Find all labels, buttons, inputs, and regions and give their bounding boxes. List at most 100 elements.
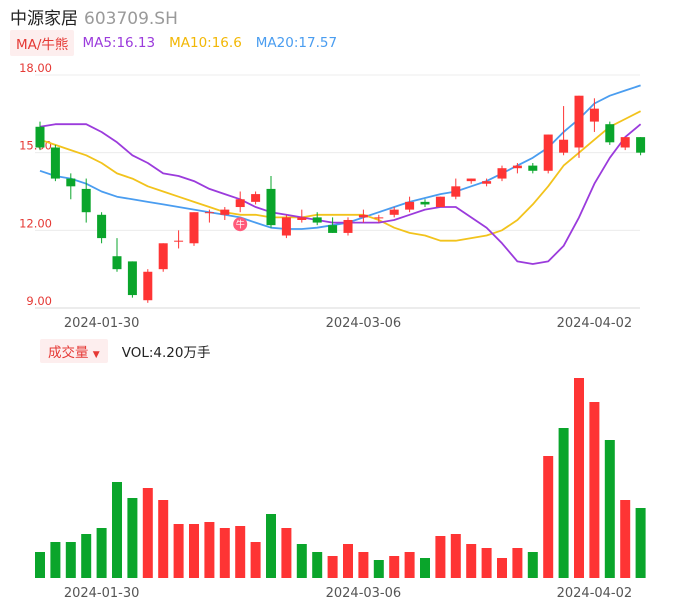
bull-marker-icon [233, 217, 248, 232]
candle-body [251, 194, 261, 202]
y-tick-label: 12.00 [19, 216, 52, 230]
volume-x-tick-label: 2024-04-02 [557, 586, 633, 601]
ma20-line [39, 84, 641, 230]
volume-value: VOL:4.20万手 [121, 345, 211, 361]
ma-legend: MA/牛熊 MA5:16.13 MA10:16.6 MA20:17.57 [10, 30, 338, 56]
candle-body [405, 201, 415, 210]
candle-body [328, 225, 338, 233]
volume-bar [435, 536, 446, 578]
volume-bar [296, 544, 307, 578]
ma-bull-bear-tag[interactable]: MA/牛熊 [10, 30, 75, 56]
volume-bar [589, 402, 600, 578]
volume-bar [604, 440, 615, 578]
candle-body [35, 126, 45, 148]
volume-bar [266, 514, 276, 578]
candle-body [220, 209, 230, 215]
candle-body [435, 196, 445, 208]
candle-body [127, 261, 137, 296]
candle-body [574, 95, 584, 148]
candle-body [174, 240, 184, 242]
volume-bar [250, 542, 261, 578]
candle-body [281, 217, 291, 236]
volume-bar [404, 552, 415, 578]
candle-body [81, 188, 91, 213]
volume-bar [96, 528, 107, 578]
volume-bar [127, 498, 138, 578]
volume-bar [543, 456, 554, 578]
volume-bar [420, 558, 430, 578]
volume-legend: 成交量 ▼ VOL:4.20万手 [40, 339, 211, 363]
candle-body [512, 165, 522, 169]
candle-body [343, 219, 353, 233]
volume-bar [574, 378, 584, 578]
candle-body [559, 139, 569, 153]
volume-bar [466, 544, 477, 578]
ma10-line [39, 110, 642, 242]
volume-bar [50, 542, 61, 578]
candle-body [543, 134, 553, 171]
stock-code: 603709.SH [84, 9, 178, 29]
y-tick-label: 18.00 [19, 61, 52, 75]
volume-bar [35, 552, 45, 578]
volume-bar [312, 552, 323, 578]
candle-body [297, 217, 307, 220]
stock-name: 中源家居 [10, 9, 78, 29]
x-tick-label: 2024-03-06 [326, 316, 402, 331]
volume-tag-label: 成交量 [48, 345, 89, 361]
volume-bar [389, 556, 400, 578]
ma10-label: MA10:16.6 [169, 35, 242, 51]
volume-bar [158, 500, 169, 578]
candle-body [189, 212, 199, 244]
candle-body [389, 209, 399, 215]
volume-bar [65, 542, 76, 578]
candle-body [420, 201, 430, 205]
candle-body [266, 188, 276, 226]
volume-x-tick-label: 2024-03-06 [326, 586, 402, 601]
candle-body [482, 181, 492, 184]
volume-bar [373, 560, 384, 578]
volume-bar [620, 500, 631, 578]
candle-body [204, 212, 214, 214]
volume-bar [450, 534, 461, 578]
volume-bar [189, 524, 199, 578]
candle-body [636, 137, 646, 153]
candle-body [235, 199, 245, 208]
candle-body [528, 165, 538, 171]
candle-body [589, 108, 599, 122]
candle-body [50, 147, 60, 179]
stock-title: 中源家居 603709.SH [10, 4, 178, 29]
candle-body [66, 178, 76, 187]
volume-bar [512, 548, 523, 578]
volume-bar [558, 428, 569, 578]
candle-body [112, 256, 122, 270]
volume-bar [497, 558, 507, 578]
candle-body [497, 168, 507, 179]
volume-bar [204, 522, 215, 578]
candle-body [466, 178, 476, 182]
candle-body [451, 186, 461, 197]
candle-body [620, 137, 630, 148]
volume-bar [343, 544, 353, 578]
volume-bar [527, 552, 538, 578]
caret-down-icon: ▼ [92, 350, 100, 360]
volume-bar [327, 556, 338, 578]
volume-bar [358, 552, 369, 578]
ma5-line [39, 123, 642, 265]
volume-bar [635, 508, 646, 578]
ma5-label: MA5:16.13 [82, 35, 156, 51]
volume-bar [281, 528, 292, 578]
ma20-label: MA20:17.57 [255, 35, 338, 51]
volume-bar [219, 528, 230, 578]
volume-x-tick-label: 2024-01-30 [64, 586, 140, 601]
candle-body [605, 124, 615, 143]
x-tick-label: 2024-01-30 [64, 316, 140, 331]
volume-dropdown[interactable]: 成交量 ▼ [40, 339, 108, 363]
candle-body [158, 243, 168, 270]
candle-body [358, 214, 368, 218]
volume-bar [173, 524, 184, 578]
y-tick-label: 9.00 [26, 294, 52, 308]
bull-marker-label: 牛 [236, 219, 245, 231]
volume-bar [112, 482, 122, 578]
volume-bar [81, 534, 92, 578]
